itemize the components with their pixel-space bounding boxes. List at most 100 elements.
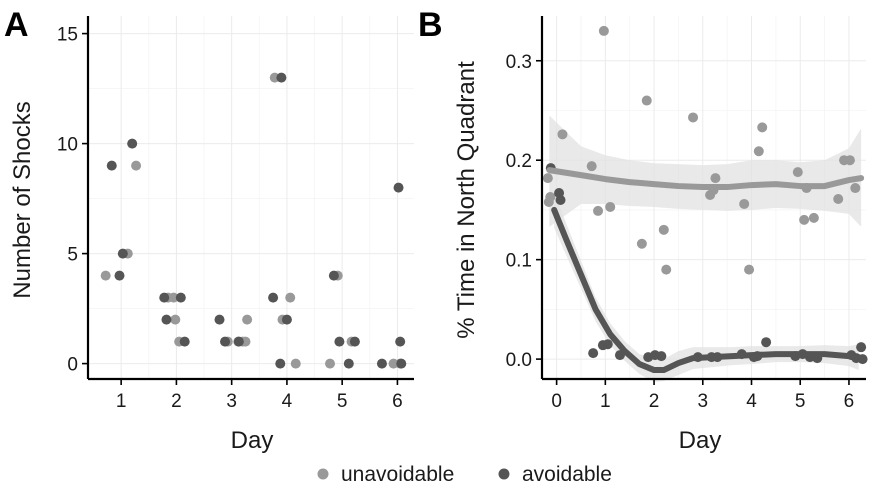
panel-a-y-title: Number of Shocks [9,101,36,298]
confidence-band-unavoidable [549,115,862,227]
panel-a-letter: A [4,6,29,44]
panel-a-axes: 1 2 3 4 5 6 0 5 10 15 [57,16,414,412]
point-unavoidable [710,173,721,184]
point-unavoidable [688,112,699,123]
point-unavoidable [833,193,844,204]
point-unavoidable [605,201,616,212]
point-unavoidable [557,129,568,140]
x-tick-label: 0 [551,391,562,412]
panel-a-grid [88,16,414,379]
point-unavoidable [598,25,609,36]
panel-b-y-title: % Time in North Quadrant [453,61,480,339]
x-tick-label: 4 [746,391,757,412]
x-tick-label: 4 [282,391,293,412]
point-unavoidable [850,183,861,194]
point-unavoidable [661,264,672,275]
point-avoidable [179,336,190,347]
smooth-line-avoidable [551,206,862,374]
x-tick-label: 6 [392,391,403,412]
x-tick-label: 3 [697,391,708,412]
point-avoidable [393,182,404,193]
point-avoidable [602,339,613,350]
x-tick-label: 5 [795,391,806,412]
panel-a-marks [100,72,407,369]
legend-swatch-unavoidable [317,468,329,480]
y-tick-label: 10 [57,135,78,156]
point-unavoidable [753,146,764,157]
smooth-line-unavoidable [546,167,865,191]
x-tick-label: 5 [337,391,348,412]
y-tick-label: 0 [67,355,78,376]
point-avoidable [555,194,566,205]
point-avoidable [656,351,667,362]
legend-label-avoidable: avoidable [522,463,612,486]
x-tick-label: 6 [844,391,855,412]
panel-a-x-title: Day [231,427,274,454]
panel-b-confidence-bands [549,115,862,382]
point-avoidable [175,292,186,303]
point-unavoidable [242,314,253,325]
point-unavoidable [170,314,181,325]
panel-b-smooth-lines [546,167,865,374]
panel-b-x-title: Day [679,427,722,454]
panel-a: A 1 2 3 4 5 6 0 5 10 15 Day Number of Shocks [4,6,414,454]
point-unavoidable [593,205,604,216]
point-unavoidable [542,173,553,184]
point-avoidable [106,160,117,171]
confidence-band-avoidable [554,192,859,382]
point-avoidable [396,358,407,369]
legend-label-unavoidable: unavoidable [341,463,454,486]
point-unavoidable [744,264,755,275]
y-tick-label: 5 [67,245,78,266]
point-unavoidable [844,155,855,166]
point-unavoidable [641,95,652,106]
point-avoidable [328,270,339,281]
point-avoidable [220,336,231,347]
legend: unavoidable avoidable [317,463,612,486]
x-tick-label: 3 [226,391,237,412]
point-unavoidable [586,161,597,172]
point-unavoidable [325,358,336,369]
point-avoidable [281,314,292,325]
x-tick-label: 1 [600,391,611,412]
point-unavoidable [792,167,803,178]
point-avoidable [761,337,772,348]
panel-b-axes: 0 1 2 3 4 5 6 0.0 0.1 0.2 0.3 [506,16,866,412]
point-avoidable [233,336,244,347]
point-unavoidable [545,192,556,203]
point-unavoidable [168,292,179,303]
point-unavoidable [100,270,111,281]
point-avoidable [349,336,360,347]
point-avoidable [127,138,138,149]
point-avoidable [161,314,172,325]
x-tick-label: 1 [116,391,127,412]
point-unavoidable [799,214,810,225]
point-avoidable [114,270,125,281]
point-avoidable [159,292,170,303]
point-avoidable [588,348,599,359]
point-unavoidable [285,292,296,303]
y-tick-label: 0.3 [506,52,532,73]
panel-b-letter: B [418,6,443,44]
point-unavoidable [658,224,669,235]
point-avoidable [376,358,387,369]
point-unavoidable [131,160,142,171]
panel-b: B 0 1 2 3 4 5 6 0.0 0.1 0.2 0.3 Day % Time in Nort… [418,6,868,454]
x-tick-label: 2 [649,391,660,412]
point-avoidable [334,336,345,347]
point-avoidable [276,72,287,83]
point-avoidable [275,358,286,369]
point-avoidable [395,336,406,347]
point-avoidable [117,248,128,259]
x-tick-label: 2 [171,391,182,412]
point-unavoidable [757,122,768,133]
y-tick-label: 0.1 [506,251,532,272]
y-tick-label: 15 [57,25,78,46]
legend-swatch-avoidable [498,468,510,480]
point-unavoidable [808,212,819,223]
point-avoidable [856,342,867,353]
point-unavoidable [739,198,750,209]
point-avoidable [343,358,354,369]
point-avoidable [268,292,279,303]
